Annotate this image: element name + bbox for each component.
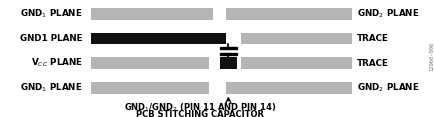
- Bar: [226, 82, 352, 94]
- Text: GND$_1$/GND$_2$ (PIN 11 AND PIN 14): GND$_1$/GND$_2$ (PIN 11 AND PIN 14): [124, 102, 276, 114]
- Text: GND$_2$ PLANE: GND$_2$ PLANE: [356, 8, 418, 20]
- Text: GND$_1$ PLANE: GND$_1$ PLANE: [20, 8, 82, 20]
- Bar: [91, 57, 208, 69]
- Text: GND$_1$ PLANE: GND$_1$ PLANE: [20, 82, 82, 94]
- Text: PCB STITCHING CAPACITOR: PCB STITCHING CAPACITOR: [136, 110, 263, 117]
- Bar: [219, 57, 237, 69]
- Text: TRACE: TRACE: [356, 34, 388, 43]
- Bar: [241, 33, 352, 44]
- Text: TRACE: TRACE: [356, 59, 388, 68]
- Bar: [91, 82, 208, 94]
- Bar: [219, 47, 237, 49]
- Bar: [241, 57, 352, 69]
- Bar: [91, 8, 213, 20]
- Text: GND$_2$ PLANE: GND$_2$ PLANE: [356, 82, 418, 94]
- Text: 12960-006: 12960-006: [428, 42, 433, 71]
- Text: V$_{CC}$ PLANE: V$_{CC}$ PLANE: [30, 57, 82, 69]
- Bar: [226, 8, 352, 20]
- Text: GND1 PLANE: GND1 PLANE: [20, 34, 82, 43]
- Bar: [219, 53, 237, 55]
- Bar: [91, 33, 226, 44]
